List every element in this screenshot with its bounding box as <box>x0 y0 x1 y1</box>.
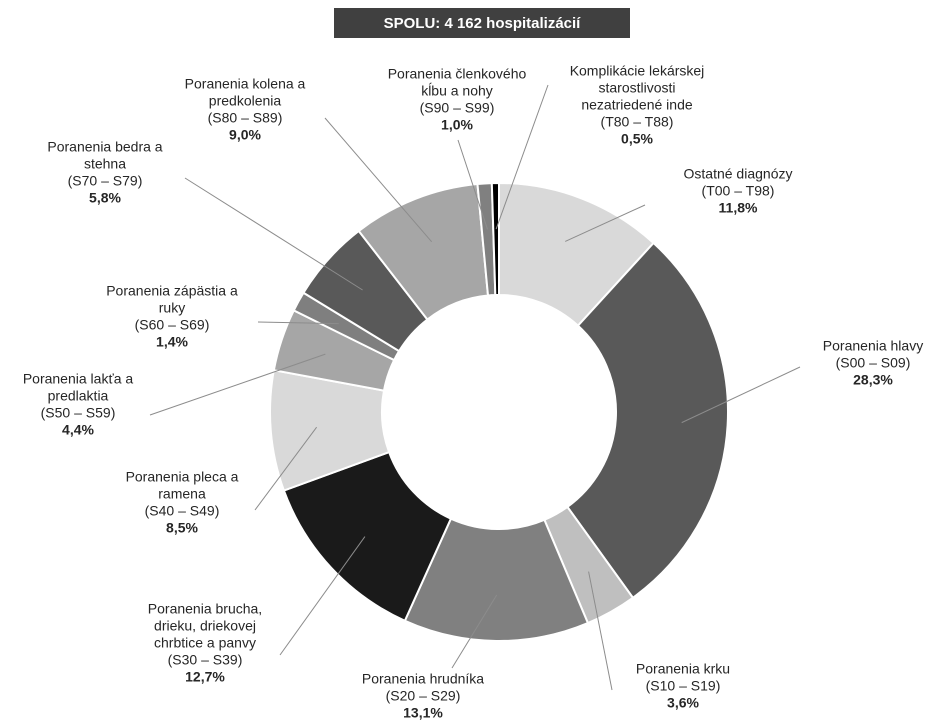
chart-title: SPOLU: 4 162 hospitalizácií <box>384 15 582 32</box>
leader-line <box>495 84 549 230</box>
leader-line <box>565 204 646 242</box>
slice-code: (S80 – S89) <box>208 110 283 126</box>
slice-label: predlaktia <box>48 388 109 404</box>
slice-value: 9,0% <box>229 127 261 143</box>
slice-value: 8,5% <box>166 520 198 536</box>
slice-label: starostlivosti <box>598 80 675 96</box>
slice-label: Poranenia zápästia a <box>106 283 238 299</box>
slice-label: ramena <box>158 486 206 502</box>
leader-line <box>254 426 318 511</box>
slice-label: stehna <box>84 156 126 172</box>
slice-code: (S30 – S39) <box>168 652 243 668</box>
slice-code: (S70 – S79) <box>68 173 143 189</box>
slice-code: (S20 – S29) <box>386 688 461 704</box>
slice-code: (S10 – S19) <box>646 678 721 694</box>
slice-label: Poranenia členkového <box>388 66 527 82</box>
slice-value: 0,5% <box>621 131 653 147</box>
leader-line <box>279 536 366 656</box>
slice-value: 1,4% <box>156 334 188 350</box>
slice-code: (S60 – S69) <box>135 317 210 333</box>
slice-code: (S90 – S99) <box>420 100 495 116</box>
slice-value: 3,6% <box>667 695 699 711</box>
slice-label: Ostatné diagnózy <box>684 166 793 182</box>
leader-line <box>451 594 498 669</box>
slice-value: 13,1% <box>403 705 443 721</box>
slice-value: 11,8% <box>719 200 758 216</box>
slice-label: Poranenia hlavy <box>823 338 923 354</box>
title-box <box>334 8 630 38</box>
slice-label: kĺbu a nohy <box>421 82 493 99</box>
slice-value: 12,7% <box>185 669 225 685</box>
leader-line <box>457 139 488 230</box>
slice-label: Poranenia brucha, <box>148 601 262 617</box>
slice-code: (S00 – S09) <box>836 355 911 371</box>
slice-value: 5,8% <box>89 190 121 206</box>
slice-label: Poranenia krku <box>636 661 730 677</box>
slice-code: (S40 – S49) <box>145 503 220 519</box>
donut-slice <box>490 181 500 297</box>
slice-value: 1,0% <box>441 117 473 133</box>
slice-label: Poranenia lakťa a <box>23 371 134 387</box>
slice-value: 4,4% <box>62 422 94 438</box>
slice-label: Poranenia hrudníka <box>362 671 484 687</box>
slice-label: ruky <box>159 300 185 316</box>
slice-label: Poranenia bedra a <box>47 139 162 155</box>
leader-line <box>149 353 326 416</box>
leader-line <box>184 177 363 291</box>
donut-slice <box>566 241 729 600</box>
leader-line <box>324 117 433 243</box>
slice-value: 28,3% <box>853 372 893 388</box>
slice-code: (T80 – T88) <box>601 114 674 130</box>
slice-code: (S50 – S59) <box>41 405 116 421</box>
leader-line <box>257 321 339 325</box>
slice-label: Poranenia pleca a <box>126 469 239 485</box>
slice-label: chrbtice a panvy <box>154 635 256 651</box>
slice-code: (T00 – T98) <box>702 183 775 199</box>
slice-label: Poranenia kolena a <box>185 76 306 92</box>
slice-label: drieku, driekovej <box>154 618 256 634</box>
leader-line <box>681 366 801 424</box>
slice-label: nezatriedené inde <box>581 97 693 113</box>
leader-line <box>588 571 613 691</box>
slice-label: Komplikácie lekárskej <box>570 63 705 79</box>
slice-label: predkolenia <box>209 93 282 109</box>
